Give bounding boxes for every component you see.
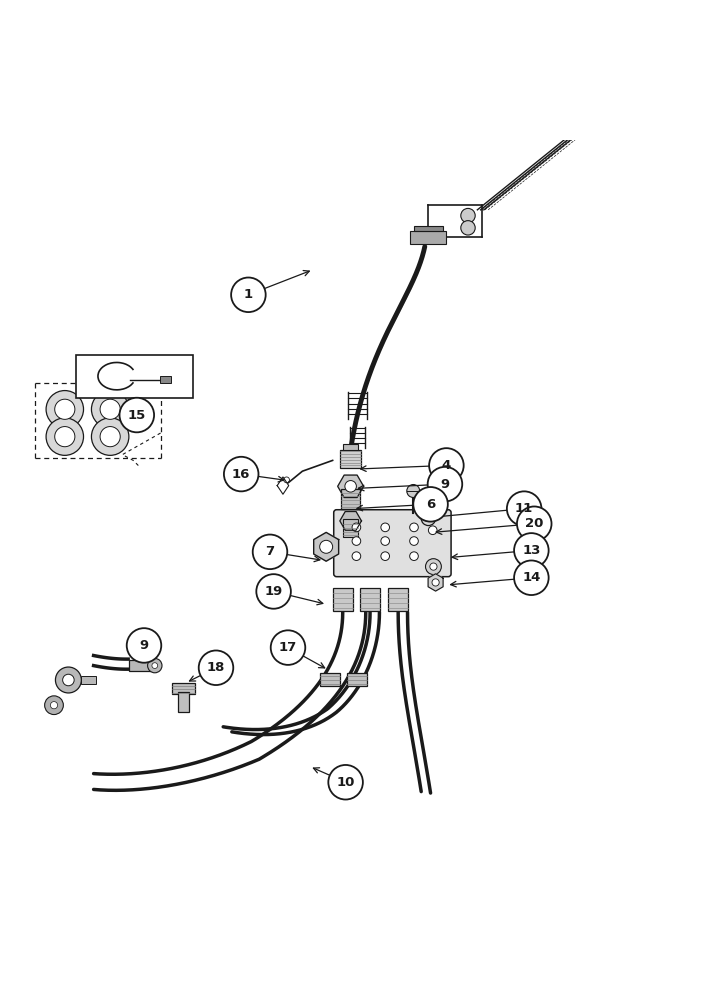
Circle shape — [91, 391, 129, 428]
Circle shape — [148, 658, 162, 673]
Circle shape — [55, 667, 81, 693]
Circle shape — [345, 481, 356, 492]
Polygon shape — [277, 477, 289, 494]
Circle shape — [432, 579, 439, 586]
Text: 4: 4 — [442, 459, 451, 472]
Text: 19: 19 — [264, 585, 283, 598]
Circle shape — [271, 630, 305, 665]
Text: 16: 16 — [232, 468, 251, 481]
Circle shape — [428, 526, 437, 535]
Circle shape — [352, 523, 361, 532]
Bar — [333, 588, 353, 611]
Bar — [341, 489, 360, 509]
Bar — [340, 450, 361, 468]
Circle shape — [517, 506, 552, 541]
Circle shape — [100, 399, 120, 419]
Circle shape — [428, 467, 462, 501]
Text: 20: 20 — [525, 517, 544, 530]
Circle shape — [461, 208, 475, 223]
Polygon shape — [428, 574, 443, 591]
Polygon shape — [314, 532, 338, 561]
Bar — [343, 519, 358, 537]
Circle shape — [45, 696, 63, 715]
Text: 6: 6 — [426, 498, 435, 511]
Circle shape — [381, 537, 390, 545]
Circle shape — [328, 765, 363, 800]
Bar — [347, 673, 367, 686]
Text: 17: 17 — [279, 641, 297, 654]
Circle shape — [461, 221, 475, 235]
Circle shape — [199, 650, 233, 685]
Bar — [129, 660, 155, 671]
Circle shape — [426, 515, 431, 521]
Bar — [360, 588, 380, 611]
Bar — [81, 676, 96, 684]
Bar — [320, 673, 340, 686]
Text: 11: 11 — [515, 502, 534, 515]
Circle shape — [50, 702, 58, 709]
Circle shape — [152, 663, 158, 668]
Bar — [388, 588, 408, 611]
Bar — [172, 683, 195, 694]
Bar — [414, 226, 443, 231]
Circle shape — [63, 674, 74, 686]
Circle shape — [381, 552, 390, 560]
Circle shape — [91, 418, 129, 455]
Circle shape — [410, 552, 418, 560]
Circle shape — [410, 537, 418, 545]
Circle shape — [46, 418, 84, 455]
Circle shape — [430, 563, 437, 570]
Circle shape — [421, 511, 436, 526]
Text: 7: 7 — [266, 545, 274, 558]
Text: 10: 10 — [336, 776, 355, 789]
Circle shape — [100, 427, 120, 447]
Bar — [410, 231, 446, 244]
Circle shape — [127, 628, 161, 663]
Circle shape — [224, 457, 258, 491]
Circle shape — [120, 398, 154, 432]
FancyBboxPatch shape — [334, 510, 451, 577]
Circle shape — [410, 523, 418, 532]
Bar — [343, 444, 358, 450]
Circle shape — [352, 552, 361, 560]
Circle shape — [253, 535, 287, 569]
Text: 9: 9 — [441, 478, 449, 491]
Text: 18: 18 — [207, 661, 225, 674]
Circle shape — [55, 399, 75, 419]
Text: 14: 14 — [522, 571, 541, 584]
Text: 13: 13 — [522, 544, 541, 557]
Bar — [178, 692, 189, 712]
Bar — [160, 376, 171, 383]
Circle shape — [429, 448, 464, 483]
Circle shape — [407, 485, 420, 497]
Polygon shape — [340, 512, 361, 530]
Circle shape — [426, 559, 441, 575]
Text: 9: 9 — [140, 639, 148, 652]
Circle shape — [231, 278, 266, 312]
Bar — [76, 355, 193, 398]
Circle shape — [514, 560, 549, 595]
Text: 15: 15 — [127, 409, 146, 422]
Circle shape — [46, 391, 84, 428]
Circle shape — [256, 574, 291, 609]
Circle shape — [381, 523, 390, 532]
Circle shape — [352, 537, 361, 545]
Circle shape — [320, 540, 333, 553]
Polygon shape — [338, 475, 364, 498]
Circle shape — [413, 487, 448, 522]
Circle shape — [507, 491, 541, 526]
Circle shape — [55, 427, 75, 447]
Text: 1: 1 — [244, 288, 253, 301]
Circle shape — [514, 533, 549, 568]
